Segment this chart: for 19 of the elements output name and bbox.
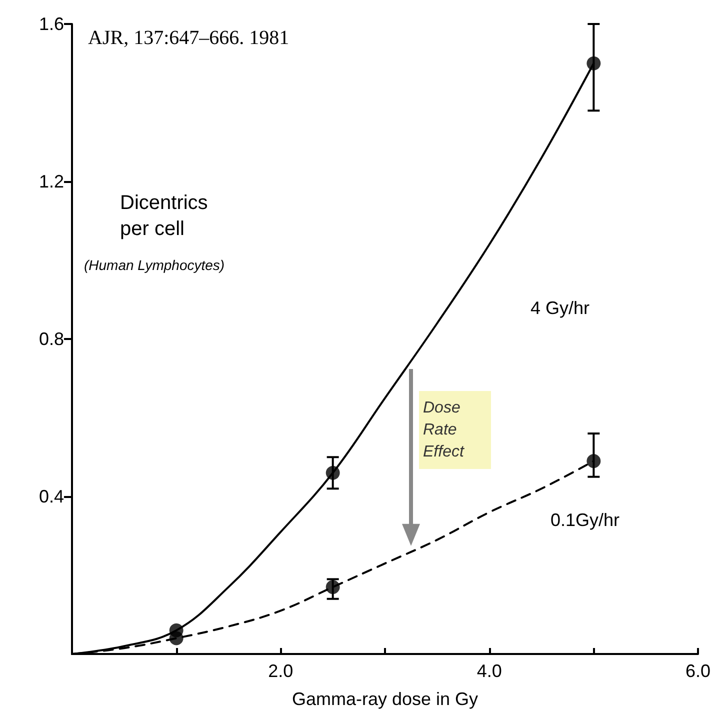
- y-tick-label: 0.4: [38, 486, 64, 506]
- point: [586, 454, 601, 468]
- annotation: AJR, 137:647–666. 1981: [88, 27, 290, 49]
- annotation: (Human Lymphocytes): [84, 257, 225, 273]
- point: [326, 466, 340, 480]
- annotation: 4 Gy/hr: [530, 298, 590, 318]
- point: [326, 580, 340, 594]
- x-tick-label: 4.0: [476, 661, 502, 681]
- annotation: Dose Rate Effect: [423, 400, 465, 460]
- annotation: 0.1Gy/hr: [550, 510, 620, 530]
- x-tick-label: 2.0: [268, 661, 294, 681]
- x-axis-title: Gamma-ray dose in Gy: [292, 689, 478, 709]
- y-tick-label: 0.8: [38, 329, 64, 349]
- y-axis-title: Dicentrics per cell: [120, 192, 214, 240]
- point: [169, 631, 184, 646]
- y-tick-label: 1.2: [38, 172, 64, 192]
- x-tick-label: 6.0: [685, 661, 711, 681]
- y-tick-label: 1.6: [38, 14, 64, 34]
- point: [586, 56, 601, 70]
